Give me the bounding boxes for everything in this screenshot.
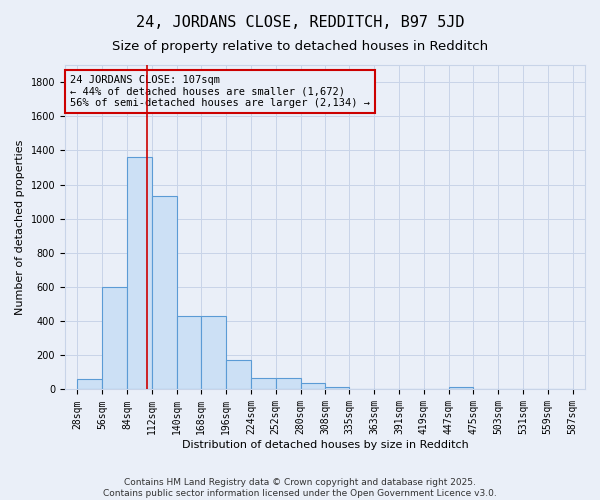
Bar bbox=[202, 316, 226, 390]
Bar bbox=[226, 360, 251, 390]
Bar bbox=[127, 157, 152, 390]
Text: Contains HM Land Registry data © Crown copyright and database right 2025.
Contai: Contains HM Land Registry data © Crown c… bbox=[103, 478, 497, 498]
Bar bbox=[102, 287, 127, 390]
X-axis label: Distribution of detached houses by size in Redditch: Distribution of detached houses by size … bbox=[182, 440, 469, 450]
Bar bbox=[77, 379, 102, 390]
Bar bbox=[449, 387, 473, 390]
Text: Size of property relative to detached houses in Redditch: Size of property relative to detached ho… bbox=[112, 40, 488, 53]
Y-axis label: Number of detached properties: Number of detached properties bbox=[15, 140, 25, 315]
Text: 24, JORDANS CLOSE, REDDITCH, B97 5JD: 24, JORDANS CLOSE, REDDITCH, B97 5JD bbox=[136, 15, 464, 30]
Bar bbox=[325, 387, 349, 390]
Bar bbox=[276, 378, 301, 390]
Bar bbox=[301, 384, 325, 390]
Bar bbox=[152, 196, 176, 390]
Bar bbox=[251, 378, 276, 390]
Text: 24 JORDANS CLOSE: 107sqm
← 44% of detached houses are smaller (1,672)
56% of sem: 24 JORDANS CLOSE: 107sqm ← 44% of detach… bbox=[70, 74, 370, 108]
Bar bbox=[176, 316, 202, 390]
